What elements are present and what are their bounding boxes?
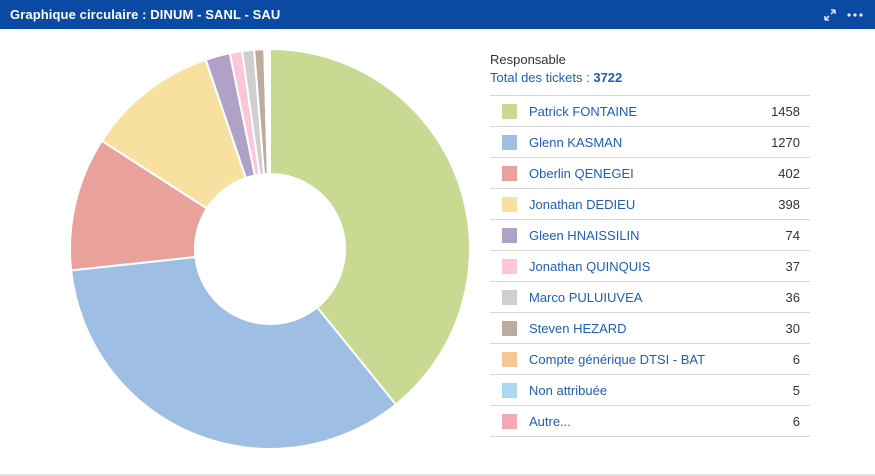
legend-label[interactable]: Glenn KASMAN xyxy=(529,134,623,150)
legend-total: Total des tickets : 3722 xyxy=(490,70,810,85)
legend-count: 30 xyxy=(785,320,800,336)
legend-count: 1270 xyxy=(771,134,800,150)
legend-label[interactable]: Steven HEZARD xyxy=(529,320,627,336)
legend-label[interactable]: Marco PULUIUVEA xyxy=(529,289,643,305)
pie-slice-3[interactable] xyxy=(100,58,248,210)
legend-label[interactable]: Non attribuée xyxy=(529,382,608,398)
legend-swatch xyxy=(502,258,517,274)
legend-row[interactable]: Oberlin QENEGEI 402 xyxy=(490,158,810,189)
panel-bottom-border xyxy=(0,474,875,476)
legend-label[interactable]: Jonathan DEDIEU xyxy=(529,196,636,212)
legend-swatch xyxy=(502,351,517,367)
legend-list: Patrick FONTAINE 1458 Glenn KASMAN 1270 Ober… xyxy=(490,95,810,437)
legend-swatch xyxy=(502,227,517,243)
donut-chart-svg xyxy=(69,47,471,450)
pie-slice-10[interactable] xyxy=(266,47,271,176)
pie-slice-0[interactable] xyxy=(269,47,471,406)
legend-row[interactable]: Autre... 6 xyxy=(490,406,810,437)
more-icon[interactable] xyxy=(847,12,863,18)
legend-count: 6 xyxy=(792,413,800,429)
legend: Responsable Total des tickets : 3722 Pat… xyxy=(490,52,810,437)
legend-row[interactable]: Marco PULUIUVEA 36 xyxy=(490,282,810,313)
legend-count: 36 xyxy=(785,289,800,305)
legend-swatch xyxy=(502,196,517,212)
legend-label[interactable]: Jonathan QUINQUIS xyxy=(529,258,651,274)
legend-row[interactable]: Steven HEZARD 30 xyxy=(490,313,810,344)
legend-count: 402 xyxy=(778,165,800,181)
legend-swatch xyxy=(502,103,517,119)
legend-label[interactable]: Patrick FONTAINE xyxy=(529,103,638,119)
panel-title: Graphique circulaire : DINUM - SANL - SA… xyxy=(10,7,281,22)
legend-count: 5 xyxy=(792,382,800,398)
legend-swatch xyxy=(502,320,517,336)
legend-count: 6 xyxy=(792,351,800,367)
legend-label[interactable]: Gleen HNAISSILIN xyxy=(529,227,640,243)
legend-row[interactable]: Gleen HNAISSILIN 74 xyxy=(490,220,810,251)
legend-swatch xyxy=(502,165,517,181)
header-actions xyxy=(823,8,863,22)
expand-icon[interactable] xyxy=(823,8,837,22)
legend-count: 1458 xyxy=(771,103,800,119)
chart-panel-header: Graphique circulaire : DINUM - SANL - SA… xyxy=(0,0,875,29)
legend-group-label: Responsable xyxy=(490,52,566,67)
legend-row[interactable]: Glenn KASMAN 1270 xyxy=(490,127,810,158)
legend-swatch xyxy=(502,413,517,429)
total-value: 3722 xyxy=(593,70,623,85)
legend-count: 37 xyxy=(785,258,800,274)
pie-slice-1[interactable] xyxy=(70,255,398,450)
legend-row[interactable]: Jonathan DEDIEU 398 xyxy=(490,189,810,220)
legend-row[interactable]: Jonathan QUINQUIS 37 xyxy=(490,251,810,282)
legend-swatch xyxy=(502,289,517,305)
legend-swatch xyxy=(502,382,517,398)
legend-row[interactable]: Patrick FONTAINE 1458 xyxy=(490,96,810,127)
legend-row[interactable]: Compte générique DTSI - BAT 6 xyxy=(490,344,810,375)
legend-count: 398 xyxy=(778,196,800,212)
legend-label[interactable]: Compte générique DTSI - BAT xyxy=(529,351,706,367)
legend-row[interactable]: Non attribuée 5 xyxy=(490,375,810,406)
legend-swatch xyxy=(502,134,517,150)
legend-count: 74 xyxy=(785,227,800,243)
total-label: Total des tickets : xyxy=(490,70,590,85)
legend-label[interactable]: Autre... xyxy=(529,413,571,429)
legend-label[interactable]: Oberlin QENEGEI xyxy=(529,165,634,181)
donut-chart xyxy=(60,40,480,460)
